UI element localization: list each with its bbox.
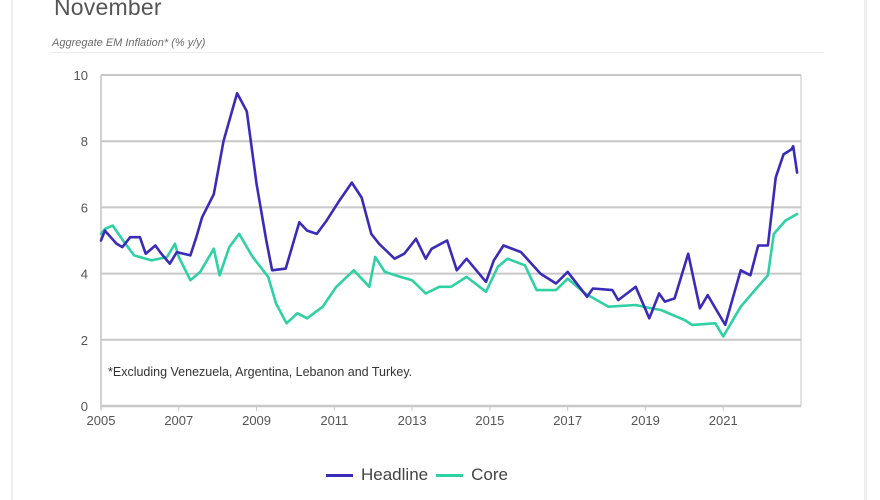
x-tick-label: 2019: [631, 413, 660, 428]
chart-annotation: *Excluding Venezuela, Argentina, Lebanon…: [108, 365, 412, 379]
grid-layer: [100, 74, 802, 409]
y-tick-label: 8: [81, 134, 88, 149]
chart-title: November: [54, 0, 162, 20]
series-line-core: [99, 212, 799, 338]
x-tick-label: 2007: [164, 413, 193, 428]
x-tick-label: 2005: [87, 413, 116, 428]
header-divider: [50, 52, 824, 53]
x-tick-label: 2017: [553, 413, 582, 428]
legend-swatch-core: [436, 473, 464, 477]
legend-label-core: Core: [471, 465, 508, 484]
card-border-left: [11, 0, 13, 500]
x-tick-label: 2009: [242, 413, 271, 428]
legend-swatch-headline: [326, 473, 353, 477]
y-tick-label: 0: [81, 399, 88, 414]
x-tick-label: 2011: [320, 413, 348, 428]
y-tick-label: 6: [81, 200, 88, 215]
chart-subtitle: Aggregate EM Inflation* (% y/y): [52, 37, 206, 49]
x-tick-label: 2021: [709, 413, 738, 428]
legend-label-headline: Headline: [361, 465, 429, 484]
series-line-headline: [99, 91, 799, 327]
x-tick-label: 2013: [398, 413, 427, 428]
legend-item-headline: Headline: [326, 465, 428, 485]
axis-layer: 0 2 4 6 8 10 2005 2007 2009 2011 2013 2015 2017 2019 2…: [74, 68, 738, 428]
series-layer: [99, 91, 799, 338]
y-tick-label: 10: [74, 68, 88, 83]
y-tick-label: 2: [81, 333, 88, 348]
y-tick-label: 4: [81, 267, 88, 282]
card-border-right: [864, 0, 867, 500]
x-tick-label: 2015: [475, 413, 504, 428]
chart-legend: Headline Core: [326, 462, 508, 488]
legend-item-core: Core: [436, 465, 508, 485]
